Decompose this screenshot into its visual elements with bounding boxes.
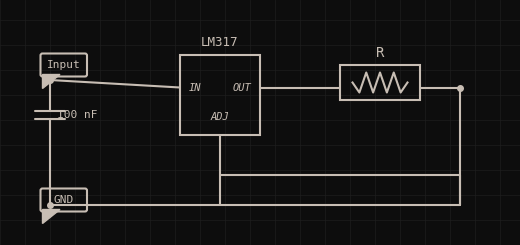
Text: Input: Input [47,60,81,70]
Polygon shape [43,209,60,223]
Bar [180,55,260,135]
Bar [340,65,420,100]
Text: ADJ: ADJ [211,112,229,122]
Text: OUT: OUT [232,83,251,93]
Text: GND: GND [54,195,74,205]
Text: 100 nF: 100 nF [58,110,98,120]
Polygon shape [43,74,60,88]
Text: R: R [376,46,384,60]
Text: LM317: LM317 [201,36,239,49]
Text: IN: IN [189,83,201,93]
